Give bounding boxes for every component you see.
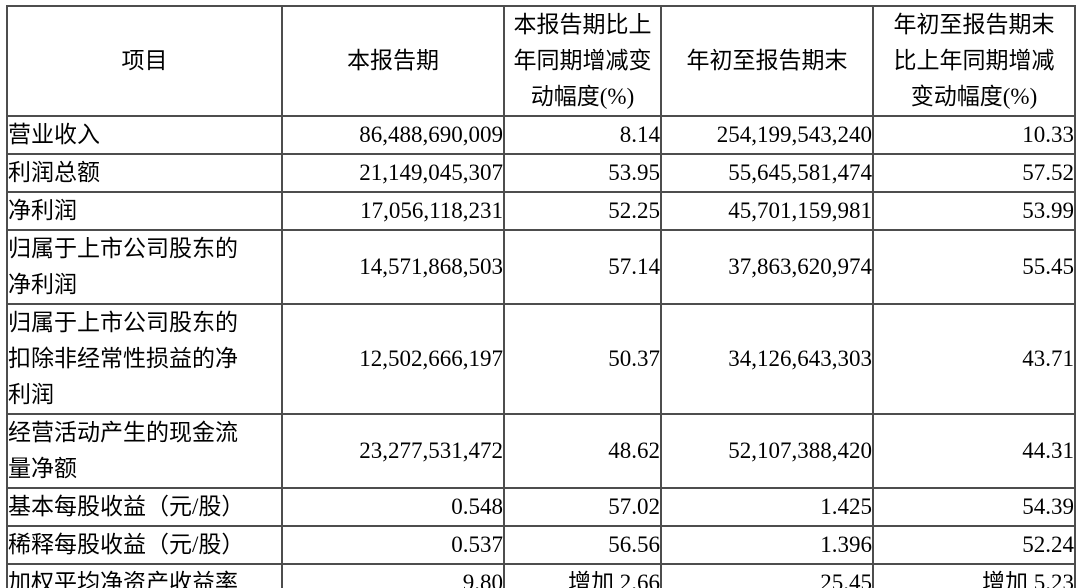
row-label: 经营活动产生的现金流 量净额 [6, 413, 283, 489]
cell-current-period-yoy: 8.14 [503, 115, 662, 155]
cell-ytd-yoy: 57.52 [872, 153, 1076, 193]
cell-current-period: 0.548 [281, 487, 505, 527]
row-label: 归属于上市公司股东的 净利润 [6, 229, 283, 305]
cell-current-period: 14,571,868,503 [281, 229, 505, 305]
table-row-net-profit-attributable: 归属于上市公司股东的 净利润 14,571,868,503 57.14 37,8… [6, 229, 1076, 305]
column-header-item: 项目 [6, 5, 283, 117]
financial-summary-table: 项目 本报告期 本报告期比上 年同期增减变 动幅度(%) 年初至报告期末 年初至… [6, 5, 1076, 588]
cell-current-period-yoy: 57.14 [503, 229, 662, 305]
cell-ytd-yoy: 增加 5.23 [872, 563, 1076, 588]
column-header-ytd: 年初至报告期末 [660, 5, 874, 117]
cell-current-period: 86,488,690,009 [281, 115, 505, 155]
table-row-diluted-eps: 稀释每股收益（元/股） 0.537 56.56 1.396 52.24 [6, 525, 1076, 565]
column-header-ytd-yoy: 年初至报告期末 比上年同期增减 变动幅度(%) [872, 5, 1076, 117]
cell-ytd-yoy: 43.71 [872, 303, 1076, 415]
row-label: 基本每股收益（元/股） [6, 487, 283, 527]
table-row-basic-eps: 基本每股收益（元/股） 0.548 57.02 1.425 54.39 [6, 487, 1076, 527]
cell-ytd: 1.425 [660, 487, 874, 527]
cell-current-period: 21,149,045,307 [281, 153, 505, 193]
cell-current-period-yoy: 56.56 [503, 525, 662, 565]
row-label: 归属于上市公司股东的 扣除非经常性损益的净 利润 [6, 303, 283, 415]
table-row-operating-revenue: 营业收入 86,488,690,009 8.14 254,199,543,240… [6, 115, 1076, 155]
cell-current-period: 12,502,666,197 [281, 303, 505, 415]
cell-ytd-yoy: 55.45 [872, 229, 1076, 305]
cell-current-period: 23,277,531,472 [281, 413, 505, 489]
cell-ytd: 45,701,159,981 [660, 191, 874, 231]
table-row-net-profit-excl-nonrecurring: 归属于上市公司股东的 扣除非经常性损益的净 利润 12,502,666,197 … [6, 303, 1076, 415]
cell-ytd-yoy: 53.99 [872, 191, 1076, 231]
cell-current-period-yoy: 48.62 [503, 413, 662, 489]
cell-ytd-yoy: 52.24 [872, 525, 1076, 565]
row-label: 营业收入 [6, 115, 283, 155]
row-label: 净利润 [6, 191, 283, 231]
cell-ytd: 34,126,643,303 [660, 303, 874, 415]
row-label: 稀释每股收益（元/股） [6, 525, 283, 565]
cell-current-period-yoy: 52.25 [503, 191, 662, 231]
cell-ytd: 25.45 [660, 563, 874, 588]
row-label: 加权平均净资产收益率 [6, 563, 283, 588]
cell-current-period-yoy: 50.37 [503, 303, 662, 415]
cell-current-period: 17,056,118,231 [281, 191, 505, 231]
cell-ytd: 1.396 [660, 525, 874, 565]
table-row-total-profit: 利润总额 21,149,045,307 53.95 55,645,581,474… [6, 153, 1076, 193]
cell-ytd: 52,107,388,420 [660, 413, 874, 489]
table-row-net-profit: 净利润 17,056,118,231 52.25 45,701,159,981 … [6, 191, 1076, 231]
cell-ytd: 37,863,620,974 [660, 229, 874, 305]
cell-ytd: 254,199,543,240 [660, 115, 874, 155]
cell-current-period-yoy: 增加 2.66 [503, 563, 662, 588]
cell-ytd: 55,645,581,474 [660, 153, 874, 193]
cell-current-period-yoy: 53.95 [503, 153, 662, 193]
cell-current-period: 9.80 [281, 563, 505, 588]
column-header-current-period-yoy: 本报告期比上 年同期增减变 动幅度(%) [503, 5, 662, 117]
cell-current-period: 0.537 [281, 525, 505, 565]
cell-ytd-yoy: 44.31 [872, 413, 1076, 489]
column-header-current-period: 本报告期 [281, 5, 505, 117]
cell-current-period-yoy: 57.02 [503, 487, 662, 527]
cell-ytd-yoy: 10.33 [872, 115, 1076, 155]
table-row-weighted-avg-roe: 加权平均净资产收益率 9.80 增加 2.66 25.45 增加 5.23 [6, 563, 1076, 588]
header-row: 项目 本报告期 本报告期比上 年同期增减变 动幅度(%) 年初至报告期末 年初至… [6, 5, 1076, 117]
row-label: 利润总额 [6, 153, 283, 193]
table-row-operating-cash-flow: 经营活动产生的现金流 量净额 23,277,531,472 48.62 52,1… [6, 413, 1076, 489]
cell-ytd-yoy: 54.39 [872, 487, 1076, 527]
